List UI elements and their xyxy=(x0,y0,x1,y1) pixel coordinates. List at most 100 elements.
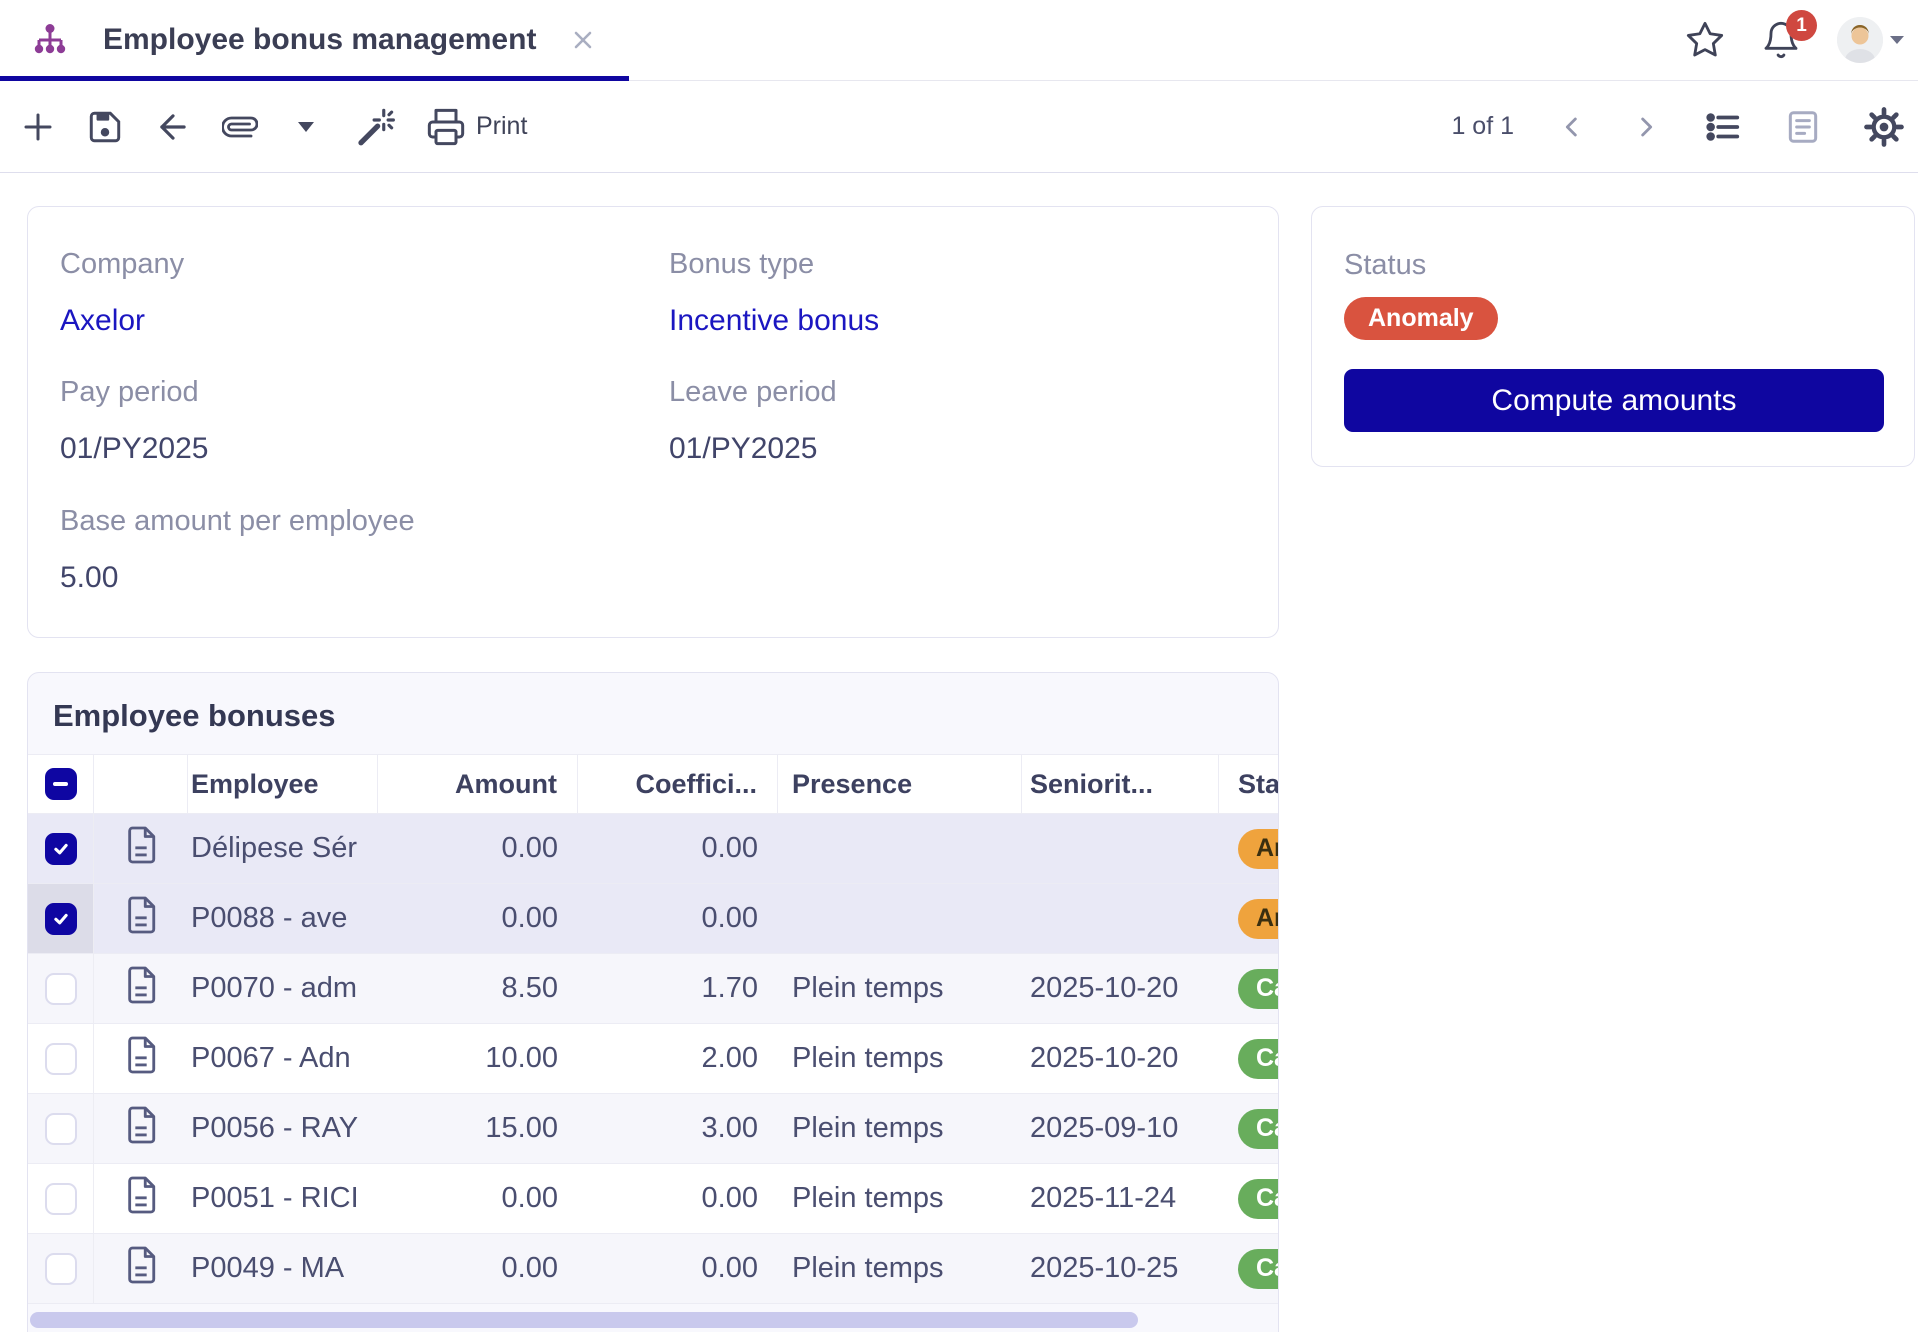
cell-employee: P0067 - Adn xyxy=(188,1024,378,1093)
next-record-chevron-icon[interactable] xyxy=(1630,111,1662,143)
document-icon xyxy=(124,965,158,1013)
cell-seniority: 2025-11-24 xyxy=(1022,1164,1219,1233)
print-label: Print xyxy=(476,112,527,141)
cell-presence xyxy=(778,884,1022,953)
attachment-paperclip-icon[interactable] xyxy=(222,109,258,145)
cell-coefficient: 0.00 xyxy=(578,1234,778,1303)
form-view-icon[interactable] xyxy=(1784,108,1822,146)
status-label: Status xyxy=(1344,249,1426,282)
cell-employee: P0049 - MA xyxy=(188,1234,378,1303)
cell-employee: P0088 - ave xyxy=(188,884,378,953)
row-checkbox[interactable] xyxy=(45,1183,77,1215)
company-value-link[interactable]: Axelor xyxy=(60,303,184,339)
company-label: Company xyxy=(60,247,184,281)
favorite-star-icon[interactable] xyxy=(1685,20,1725,60)
header-status[interactable]: Status xyxy=(1219,755,1278,813)
avatar xyxy=(1837,17,1883,63)
status-badge: Anomaly xyxy=(1344,297,1498,340)
row-checkbox[interactable] xyxy=(45,903,77,935)
field-bonus-type: Bonus type Incentive bonus xyxy=(669,247,879,339)
cell-coefficient: 0.00 xyxy=(578,814,778,883)
cell-amount: 15.00 xyxy=(378,1094,578,1163)
table-row[interactable]: P0051 - RICI 0.00 0.00 Plein temps 2025-… xyxy=(28,1164,1278,1234)
cell-coefficient: 3.00 xyxy=(578,1094,778,1163)
back-arrow-icon[interactable] xyxy=(154,108,192,146)
cell-employee: P0051 - RICI xyxy=(188,1164,378,1233)
row-checkbox[interactable] xyxy=(45,1043,77,1075)
pay-period-value: 01/PY2025 xyxy=(60,431,208,467)
cell-presence xyxy=(778,814,1022,883)
header-seniority[interactable]: Seniorit... xyxy=(1022,755,1219,813)
cell-presence: Plein temps xyxy=(778,1234,1022,1303)
cell-amount: 0.00 xyxy=(378,1164,578,1233)
header-presence[interactable]: Presence xyxy=(778,755,1022,813)
base-amount-label: Base amount per employee xyxy=(60,504,415,538)
table-row[interactable]: P0070 - adm 8.50 1.70 Plein temps 2025-1… xyxy=(28,954,1278,1024)
cell-employee: P0070 - adm xyxy=(188,954,378,1023)
notification-count-badge: 1 xyxy=(1786,10,1817,41)
cell-presence: Plein temps xyxy=(778,1094,1022,1163)
new-record-plus-icon[interactable] xyxy=(20,110,56,144)
cell-amount: 0.00 xyxy=(378,1234,578,1303)
cell-seniority xyxy=(1022,814,1219,883)
bonus-type-label: Bonus type xyxy=(669,247,879,281)
select-all-checkbox[interactable] xyxy=(45,768,77,800)
settings-gear-icon[interactable] xyxy=(1864,107,1904,147)
bonus-type-value-link[interactable]: Incentive bonus xyxy=(669,303,879,339)
horizontal-scrollbar-thumb[interactable] xyxy=(30,1312,1138,1328)
cell-seniority: 2025-10-20 xyxy=(1022,954,1219,1023)
cell-seniority: 2025-10-20 xyxy=(1022,1024,1219,1093)
user-menu[interactable] xyxy=(1837,17,1904,63)
table-row[interactable]: P0067 - Adn 10.00 2.00 Plein temps 2025-… xyxy=(28,1024,1278,1094)
cell-employee: Délipese Sér xyxy=(188,814,378,883)
cell-employee: P0056 - RAY xyxy=(188,1094,378,1163)
compute-amounts-button[interactable]: Compute amounts xyxy=(1344,369,1884,432)
header-employee[interactable]: Employee xyxy=(188,755,378,813)
cell-presence: Plein temps xyxy=(778,1164,1022,1233)
cell-presence: Plein temps xyxy=(778,954,1022,1023)
print-button[interactable]: Print xyxy=(426,107,527,147)
page-title: Employee bonus management xyxy=(103,23,536,57)
row-status-badge: Anomaly xyxy=(1238,899,1278,939)
base-amount-value: 5.00 xyxy=(60,560,415,596)
chevron-down-icon xyxy=(1890,36,1904,44)
cell-coefficient: 0.00 xyxy=(578,884,778,953)
document-icon xyxy=(124,825,158,873)
list-view-icon[interactable] xyxy=(1704,108,1742,146)
cell-seniority xyxy=(1022,884,1219,953)
field-company: Company Axelor xyxy=(60,247,184,339)
table-row[interactable]: P0056 - RAY 15.00 3.00 Plein temps 2025-… xyxy=(28,1094,1278,1164)
leave-period-label: Leave period xyxy=(669,375,837,409)
header-coefficient[interactable]: Coeffici... xyxy=(578,755,778,813)
more-actions-caret-icon[interactable] xyxy=(288,122,324,132)
notifications-bell-icon[interactable]: 1 xyxy=(1761,20,1801,60)
tab-employee-bonus-management[interactable]: Employee bonus management xyxy=(0,0,638,80)
save-icon[interactable] xyxy=(86,108,124,146)
prev-record-chevron-icon[interactable] xyxy=(1556,111,1588,143)
magic-wand-icon[interactable] xyxy=(354,106,396,148)
close-tab-icon[interactable] xyxy=(568,25,598,55)
row-status-badge: Anomaly xyxy=(1238,829,1278,869)
row-checkbox[interactable] xyxy=(45,1253,77,1285)
document-icon xyxy=(124,895,158,943)
employee-bonuses-panel: Employee bonuses Employee Amount Coeffic… xyxy=(27,672,1279,1332)
row-checkbox[interactable] xyxy=(45,973,77,1005)
main-content: Company Axelor Bonus type Incentive bonu… xyxy=(0,173,1918,1332)
cell-coefficient: 2.00 xyxy=(578,1024,778,1093)
row-checkbox[interactable] xyxy=(45,1113,77,1145)
pager-text: 1 of 1 xyxy=(1451,112,1514,141)
header-amount[interactable]: Amount xyxy=(378,755,578,813)
document-icon xyxy=(124,1245,158,1293)
row-status-badge: Calculated xyxy=(1238,1039,1278,1079)
employee-bonuses-grid: Employee Amount Coeffici... Presence Sen… xyxy=(28,754,1278,1304)
table-row[interactable]: P0049 - MA 0.00 0.00 Plein temps 2025-10… xyxy=(28,1234,1278,1304)
table-row[interactable]: Délipese Sér 0.00 0.00 Anomaly xyxy=(28,814,1278,884)
cell-coefficient: 0.00 xyxy=(578,1164,778,1233)
table-row[interactable]: P0088 - ave 0.00 0.00 Anomaly xyxy=(28,884,1278,954)
cell-amount: 8.50 xyxy=(378,954,578,1023)
row-status-badge: Calculated xyxy=(1238,1109,1278,1149)
cell-seniority: 2025-09-10 xyxy=(1022,1094,1219,1163)
cell-coefficient: 1.70 xyxy=(578,954,778,1023)
status-panel: Status Anomaly Compute amounts xyxy=(1311,206,1915,467)
row-checkbox[interactable] xyxy=(45,833,77,865)
